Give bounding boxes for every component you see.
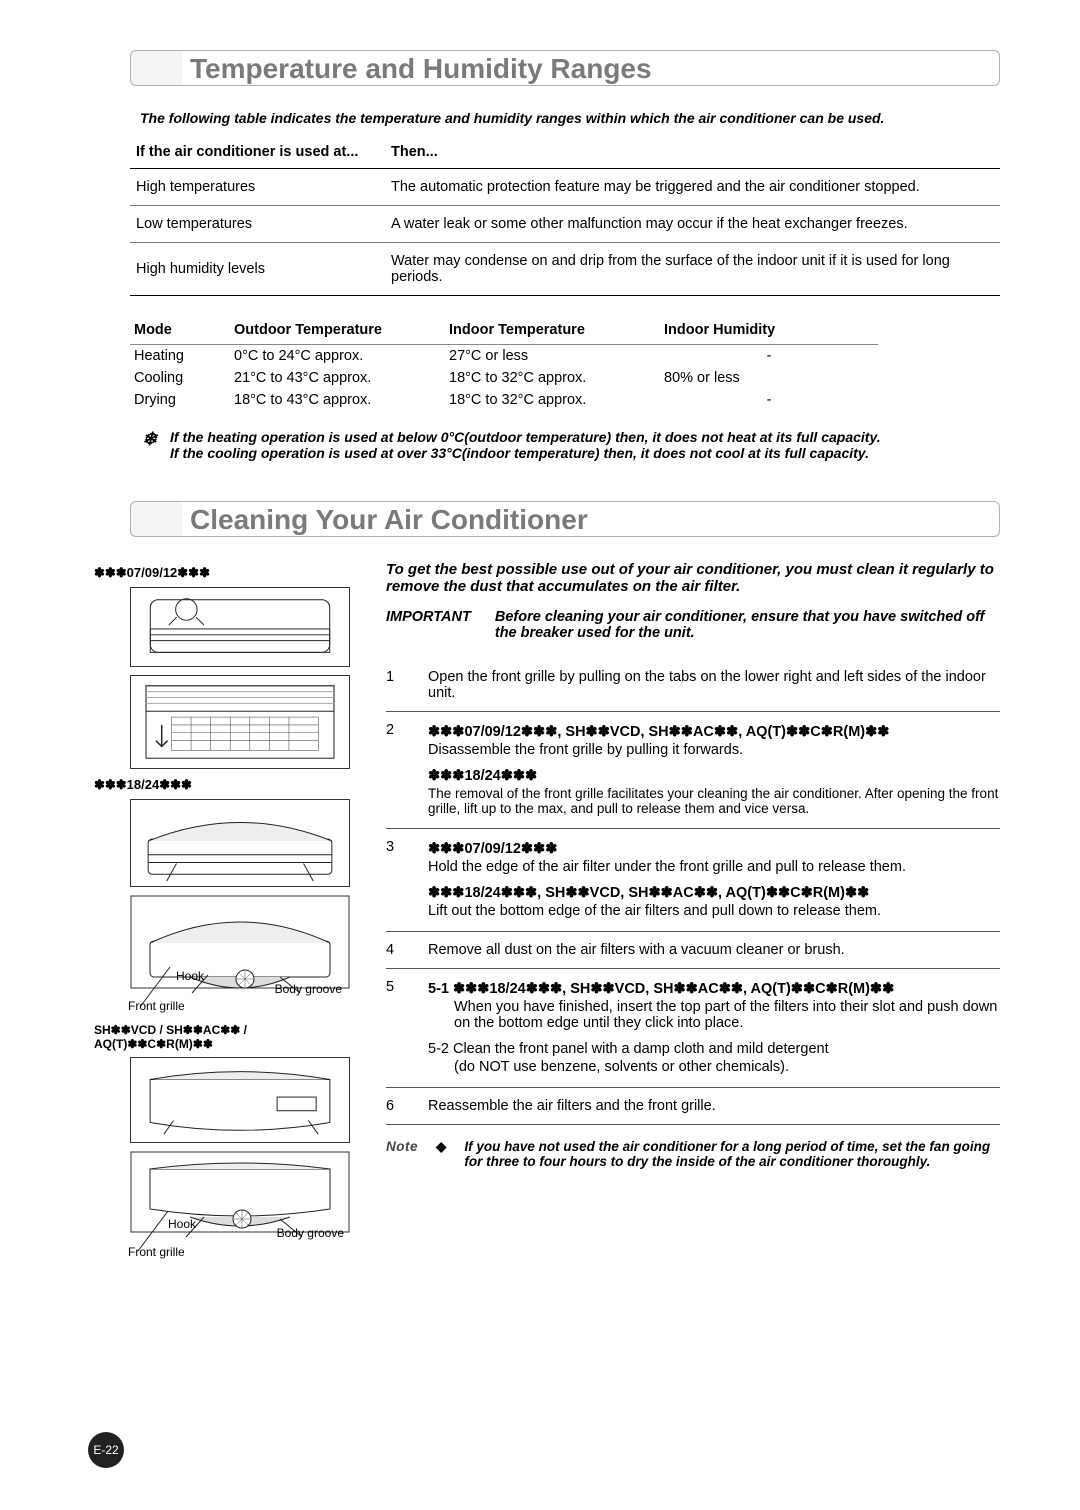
mode-cell: 21°C to 43°C approx.	[230, 367, 445, 389]
cond-cell: High temperatures	[130, 169, 385, 206]
th-humidity: Indoor Humidity	[660, 316, 878, 345]
cond-cell: Water may condense on and drip from the …	[385, 243, 1000, 296]
title-decoration	[130, 501, 182, 537]
th-indoor: Indoor Temperature	[445, 316, 660, 345]
diagram-c2: Hook Body groove Front grille	[130, 1151, 350, 1261]
step-text: When you have finished, insert the top p…	[428, 999, 1000, 1031]
section-title-1: Temperature and Humidity Ranges	[182, 50, 1000, 86]
step-5: 5 5-1 ✽✽✽18/24✽✽✽, SH✽✽VCD, SH✽✽AC✽✽, AQ…	[386, 969, 1000, 1088]
model-label-b: ✽✽✽18/24✽✽✽	[94, 777, 358, 793]
page-number: E-22	[93, 1443, 118, 1457]
step-1: 1 Open the front grille by pulling on th…	[386, 659, 1000, 712]
section-title-row: Temperature and Humidity Ranges	[130, 50, 1000, 86]
step-body: ✽✽✽07/09/12✽✽✽, SH✽✽VCD, SH✽✽AC✽✽, AQ(T)…	[428, 722, 1000, 818]
important-label: IMPORTANT	[386, 609, 471, 641]
mode-cell: 27°C or less	[445, 345, 660, 368]
th-mode: Mode	[130, 316, 230, 345]
note-text: If you have not used the air conditioner…	[464, 1139, 1000, 1169]
diagram-a1	[130, 587, 350, 667]
model-heading: ✽✽✽18/24✽✽✽	[428, 768, 1000, 784]
model-heading: ✽✽✽07/09/12✽✽✽	[428, 841, 1000, 857]
diagram-b1	[130, 799, 350, 887]
step-body: Reassemble the air filters and the front…	[428, 1098, 1000, 1114]
sub-step-heading: 5-2 Clean the front panel with a damp cl…	[428, 1041, 1000, 1057]
step-body: Remove all dust on the air filters with …	[428, 942, 1000, 958]
model-label-a: ✽✽✽07/09/12✽✽✽	[94, 565, 358, 581]
diagram-a2	[130, 675, 350, 769]
section1-footnote: ❄ If the heating operation is used at be…	[170, 429, 1000, 461]
conditions-table: If the air conditioner is used at... The…	[130, 136, 1000, 296]
title-decoration	[130, 50, 182, 86]
diagram-c1	[130, 1057, 350, 1143]
cond-cell: A water leak or some other malfunction m…	[385, 206, 1000, 243]
th-then: Then...	[385, 136, 1000, 169]
mode-cell: 18°C to 32°C approx.	[445, 389, 660, 411]
step-number: 6	[386, 1098, 404, 1114]
cond-cell: High humidity levels	[130, 243, 385, 296]
step-number: 4	[386, 942, 404, 958]
mode-cell: Heating	[130, 345, 230, 368]
diagram-b2: Hook Body groove Front grille	[130, 895, 350, 1015]
step-2: 2 ✽✽✽07/09/12✽✽✽, SH✽✽VCD, SH✽✽AC✽✽, AQ(…	[386, 712, 1000, 829]
front-grille-label: Front grille	[128, 1245, 185, 1259]
step-number: 1	[386, 669, 404, 701]
step-4: 4 Remove all dust on the air filters wit…	[386, 932, 1000, 969]
mode-cell: -	[660, 389, 878, 411]
model-heading: ✽✽✽18/24✽✽✽, SH✽✽VCD, SH✽✽AC✽✽, AQ(T)✽✽C…	[428, 885, 1000, 901]
footnote-line: If the cooling operation is used at over…	[170, 445, 1000, 461]
important-note: IMPORTANT Before cleaning your air condi…	[386, 609, 1000, 641]
step-text: The removal of the front grille facilita…	[428, 786, 1000, 816]
hook-label: Hook	[176, 969, 204, 983]
mode-cell: Cooling	[130, 367, 230, 389]
mode-cell: 18°C to 32°C approx.	[445, 367, 660, 389]
mode-cell: 18°C to 43°C approx.	[230, 389, 445, 411]
step-3: 3 ✽✽✽07/09/12✽✽✽ Hold the edge of the ai…	[386, 829, 1000, 932]
step-number: 5	[386, 979, 404, 1077]
step-text: Lift out the bottom edge of the air filt…	[428, 903, 1000, 919]
th-outdoor: Outdoor Temperature	[230, 316, 445, 345]
snowflake-icon: ❄	[142, 429, 157, 450]
model-label-c: SH✽✽VCD / SH✽✽AC✽✽ / AQ(T)✽✽C✽R(M)✽✽	[94, 1023, 358, 1051]
step-number: 3	[386, 839, 404, 921]
mode-cell: 0°C to 24°C approx.	[230, 345, 445, 368]
steps-list: 1 Open the front grille by pulling on th…	[386, 659, 1000, 1125]
step-text: Disassemble the front grille by pulling …	[428, 742, 1000, 758]
mode-cell: 80% or less	[660, 367, 878, 389]
mode-cell: -	[660, 345, 878, 368]
section-title-2: Cleaning Your Air Conditioner	[182, 501, 1000, 537]
step-number: 2	[386, 722, 404, 818]
step-6: 6 Reassemble the air filters and the fro…	[386, 1088, 1000, 1125]
front-grille-label: Front grille	[128, 999, 185, 1013]
step-body: Open the front grille by pulling on the …	[428, 669, 1000, 701]
important-text: Before cleaning your air conditioner, en…	[495, 609, 1000, 641]
cleaning-intro: To get the best possible use out of your…	[386, 561, 1000, 595]
cond-cell: Low temperatures	[130, 206, 385, 243]
sub-step-heading: 5-1 ✽✽✽18/24✽✽✽, SH✽✽VCD, SH✽✽AC✽✽, AQ(T…	[428, 981, 894, 997]
model-heading: ✽✽✽07/09/12✽✽✽, SH✽✽VCD, SH✽✽AC✽✽, AQ(T)…	[428, 724, 1000, 740]
step-body: ✽✽✽07/09/12✽✽✽ Hold the edge of the air …	[428, 839, 1000, 921]
step-text: (do NOT use benzene, solvents or other c…	[428, 1059, 1000, 1075]
body-groove-label: Body groove	[275, 983, 342, 996]
footnote-line: If the heating operation is used at belo…	[170, 429, 1000, 445]
step-text: Hold the edge of the air filter under th…	[428, 859, 1000, 875]
note-row: Note ◆ If you have not used the air cond…	[386, 1139, 1000, 1169]
diagrams-column: ✽✽✽07/09/12✽✽✽ ✽✽✽18/24✽✽✽	[130, 561, 358, 1269]
modes-table: Mode Outdoor Temperature Indoor Temperat…	[130, 316, 878, 411]
section-title-row: Cleaning Your Air Conditioner	[130, 501, 1000, 537]
hook-label: Hook	[168, 1217, 196, 1231]
mode-cell: Drying	[130, 389, 230, 411]
bullet-icon: ◆	[436, 1139, 446, 1169]
th-condition: If the air conditioner is used at...	[130, 136, 385, 169]
cond-cell: The automatic protection feature may be …	[385, 169, 1000, 206]
section1-intro: The following table indicates the temper…	[140, 110, 1000, 126]
page-number-badge: E-22	[88, 1432, 124, 1468]
note-label: Note	[386, 1139, 418, 1169]
step-body: 5-1 ✽✽✽18/24✽✽✽, SH✽✽VCD, SH✽✽AC✽✽, AQ(T…	[428, 979, 1000, 1077]
body-groove-label: Body groove	[277, 1227, 344, 1240]
instructions-column: To get the best possible use out of your…	[386, 561, 1000, 1269]
